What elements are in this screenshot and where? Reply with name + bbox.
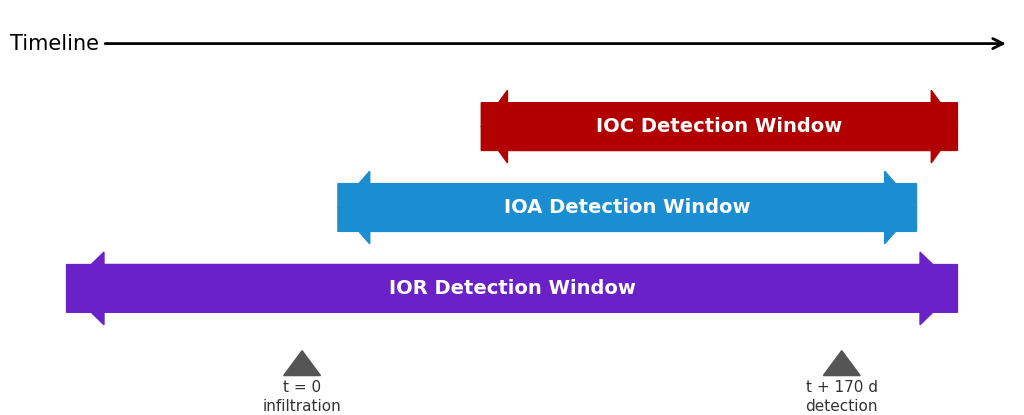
FancyArrow shape (338, 171, 916, 244)
Text: IOA Detection Window: IOA Detection Window (504, 198, 751, 217)
Text: IOC Detection Window: IOC Detection Window (596, 117, 843, 136)
Text: detection: detection (806, 399, 878, 414)
Text: IOR Detection Window: IOR Detection Window (388, 279, 636, 298)
FancyArrow shape (67, 252, 957, 325)
Text: t + 170 d: t + 170 d (806, 380, 878, 395)
Polygon shape (284, 351, 321, 376)
Polygon shape (823, 351, 860, 376)
Text: t = 0: t = 0 (283, 380, 322, 395)
Text: infiltration: infiltration (263, 399, 341, 414)
FancyArrow shape (338, 171, 916, 244)
FancyArrow shape (67, 252, 957, 325)
FancyArrow shape (481, 90, 957, 163)
FancyArrow shape (481, 90, 957, 163)
Text: Timeline: Timeline (10, 34, 99, 54)
